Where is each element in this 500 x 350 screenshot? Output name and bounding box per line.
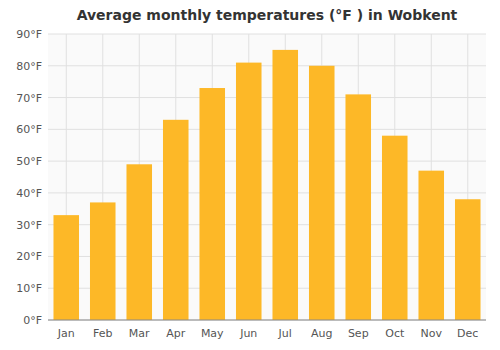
x-tick-label: Jan xyxy=(57,327,75,340)
bar xyxy=(309,66,335,320)
bar xyxy=(418,171,444,320)
y-grid-line xyxy=(48,161,486,162)
x-tick-label: Apr xyxy=(166,327,186,340)
x-tick-label: Nov xyxy=(421,327,443,340)
plot-background xyxy=(48,34,486,320)
x-tick-label: Dec xyxy=(457,327,478,340)
y-grid-line xyxy=(48,97,486,98)
bar xyxy=(382,136,408,320)
x-tick-label: Feb xyxy=(93,327,112,340)
x-tick-label: Jul xyxy=(278,327,292,340)
y-tick-label: 80°F xyxy=(16,60,42,73)
x-tick-label: Aug xyxy=(311,327,332,340)
x-tick-label: Jun xyxy=(239,327,257,340)
y-tick-label: 90°F xyxy=(16,28,42,41)
y-tick-label: 40°F xyxy=(16,187,42,200)
y-tick-label: 60°F xyxy=(16,123,42,136)
bar xyxy=(199,88,225,320)
bar xyxy=(345,94,371,320)
grid xyxy=(48,34,486,320)
y-grid-line xyxy=(48,320,486,321)
bars xyxy=(53,50,480,320)
bar xyxy=(90,202,116,320)
y-grid-line xyxy=(48,34,486,35)
y-tick-label: 0°F xyxy=(23,314,42,327)
y-tick-label: 10°F xyxy=(16,282,42,295)
chart-container: Average monthly temperatures (°F ) in Wo… xyxy=(0,0,500,350)
y-tick-label: 70°F xyxy=(16,92,42,105)
bar xyxy=(53,215,79,320)
y-tick-label: 50°F xyxy=(16,155,42,168)
bar xyxy=(163,120,189,320)
x-tick-label: Oct xyxy=(385,327,405,340)
x-axis-line xyxy=(48,320,486,321)
bar xyxy=(455,199,481,320)
x-tick-label: Mar xyxy=(129,327,150,340)
chart-title: Average monthly temperatures (°F ) in Wo… xyxy=(77,7,458,23)
y-grid-line xyxy=(48,129,486,130)
bar xyxy=(236,63,262,320)
y-tick-label: 20°F xyxy=(16,250,42,263)
bar xyxy=(126,164,152,320)
x-tick-label: Sep xyxy=(348,327,369,340)
y-tick-label: 30°F xyxy=(16,219,42,232)
x-tick-label: May xyxy=(201,327,224,340)
y-grid-line xyxy=(48,65,486,66)
bar xyxy=(272,50,298,320)
chart-svg: Average monthly temperatures (°F ) in Wo… xyxy=(0,0,500,350)
